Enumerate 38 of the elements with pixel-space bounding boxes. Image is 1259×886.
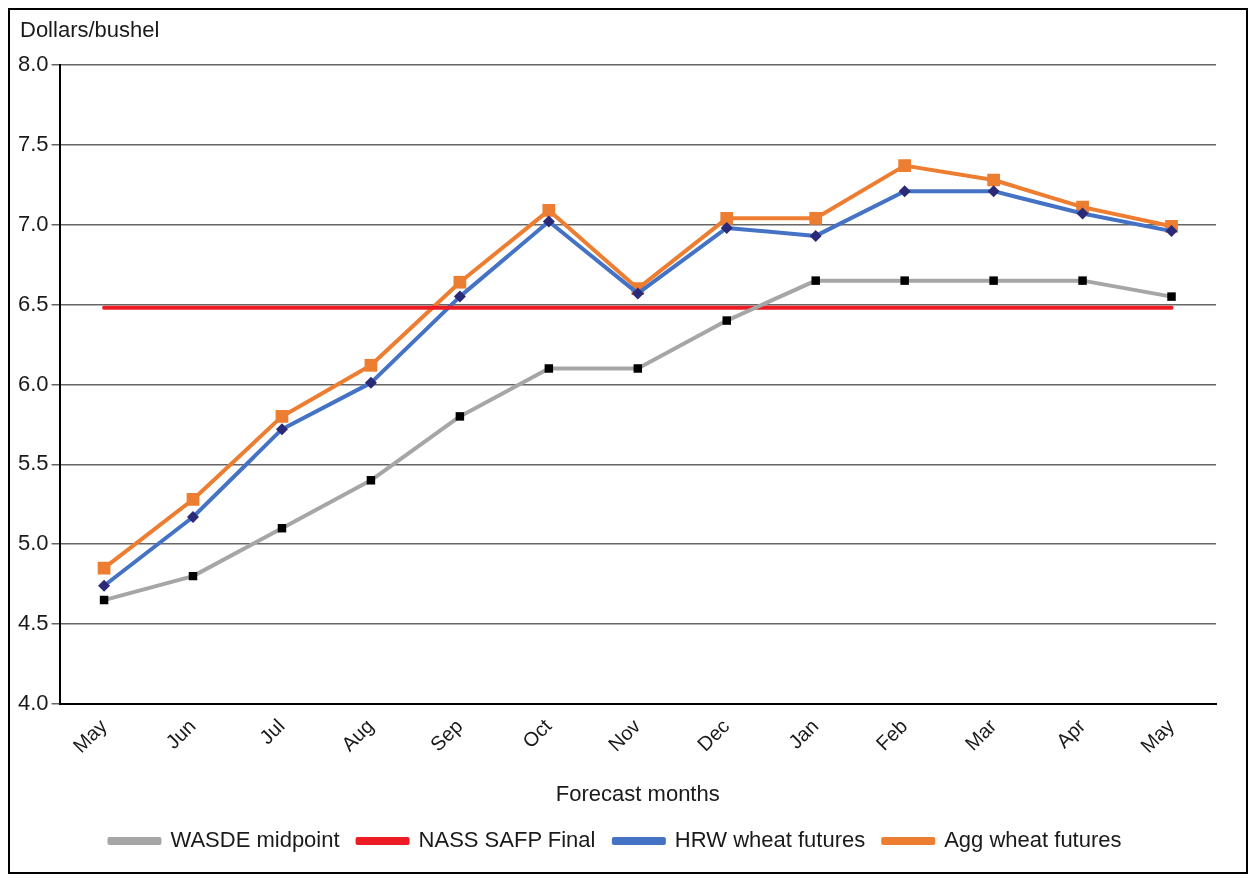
y-axis-title: Dollars/bushel xyxy=(20,17,160,43)
y-tick-label: 8.0 xyxy=(17,51,49,77)
y-tick-label: 5.0 xyxy=(17,530,49,556)
x-tick-label: Mar xyxy=(960,714,1001,755)
point xyxy=(364,358,378,372)
point xyxy=(898,159,912,172)
point xyxy=(186,493,200,506)
y-tick-label: 7.5 xyxy=(17,130,49,156)
x-tick-label: Oct xyxy=(518,714,556,753)
point xyxy=(275,410,289,423)
legend-label: HRW wheat futures xyxy=(674,827,866,853)
legend-label: Agg wheat futures xyxy=(944,827,1122,853)
x-tick-label: Jul xyxy=(255,714,289,749)
x-tick-label: Jun xyxy=(161,714,200,753)
y-tick-label: 6.0 xyxy=(17,370,49,396)
x-tick-label: Dec xyxy=(692,714,734,756)
point xyxy=(809,211,823,225)
legend-label: WASDE midpoint xyxy=(170,827,340,853)
x-axis-title: Forecast months xyxy=(555,780,720,806)
point xyxy=(720,211,734,225)
x-tick-label: May xyxy=(68,714,111,757)
x-tick-label: Feb xyxy=(871,714,912,755)
y-tick-label: 5.5 xyxy=(17,450,49,476)
y-tick-label: 4.0 xyxy=(17,689,49,715)
point xyxy=(97,561,111,575)
y-tick-label: 4.5 xyxy=(17,610,49,636)
x-tick-label: Apr xyxy=(1051,714,1090,753)
point xyxy=(542,203,556,217)
x-tick-label: May xyxy=(1135,714,1179,757)
legend-label: NASS SAFP Final xyxy=(418,827,596,853)
x-tick-label: Nov xyxy=(603,714,645,756)
x-tick-label: Jan xyxy=(784,714,823,753)
y-tick-label: 6.5 xyxy=(17,290,49,316)
x-tick-label: Aug xyxy=(336,714,378,756)
point xyxy=(453,275,467,289)
point xyxy=(987,173,1000,187)
y-tick-label: 7.0 xyxy=(17,210,49,236)
x-tick-label: Sep xyxy=(425,714,467,756)
